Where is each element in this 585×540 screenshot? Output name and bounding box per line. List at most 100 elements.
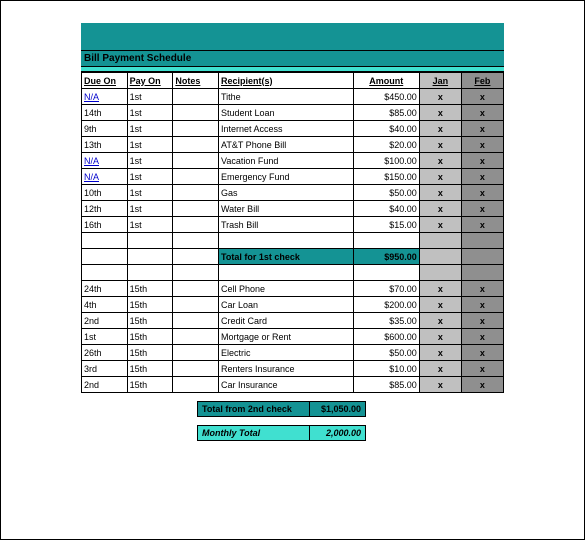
cell-feb: x xyxy=(461,313,503,329)
monthly-label: Monthly Total xyxy=(197,425,310,441)
cell-feb: x xyxy=(461,169,503,185)
cell-amount: $20.00 xyxy=(353,137,419,153)
cell-notes xyxy=(173,377,219,393)
cell-pay: 15th xyxy=(127,297,173,313)
table-row: 2nd15thCredit Card$35.00xx xyxy=(82,313,504,329)
cell-feb: x xyxy=(461,217,503,233)
cell-recipient: Car Insurance xyxy=(219,377,354,393)
table-row: 1st15thMortgage or Rent$600.00xx xyxy=(82,329,504,345)
cell-recipient: Student Loan xyxy=(219,105,354,121)
cell-notes xyxy=(173,185,219,201)
cell-notes xyxy=(173,297,219,313)
schedule-table: Due On Pay On Notes Recipient(s) Amount … xyxy=(81,72,504,393)
cell-notes xyxy=(173,201,219,217)
cell-notes xyxy=(173,137,219,153)
cell-jan: x xyxy=(419,137,461,153)
cell-amount: $85.00 xyxy=(353,105,419,121)
cell-notes xyxy=(173,217,219,233)
cell-amount: $50.00 xyxy=(353,185,419,201)
cell-feb: x xyxy=(461,121,503,137)
col-jan: Jan xyxy=(419,73,461,89)
cell-jan: x xyxy=(419,169,461,185)
header-row: Due On Pay On Notes Recipient(s) Amount … xyxy=(82,73,504,89)
cell-pay: 1st xyxy=(127,217,173,233)
cell-amount: $150.00 xyxy=(353,169,419,185)
cell-due: 1st xyxy=(82,329,128,345)
cell-recipient: Emergency Fund xyxy=(219,169,354,185)
cell-feb: x xyxy=(461,377,503,393)
subtotal1-amt: $950.00 xyxy=(353,249,419,265)
cell-recipient: Credit Card xyxy=(219,313,354,329)
col-notes: Notes xyxy=(173,73,219,89)
cell-due: 2nd xyxy=(82,377,128,393)
cell-amount: $85.00 xyxy=(353,377,419,393)
cell-jan: x xyxy=(419,89,461,105)
cell-feb: x xyxy=(461,297,503,313)
cell-pay: 15th xyxy=(127,377,173,393)
subtotal-2nd-box: Total from 2nd check $1,050.00 xyxy=(197,401,504,417)
page-title: Bill Payment Schedule xyxy=(84,53,191,64)
subtotal-1st: Total for 1st check $950.00 xyxy=(82,249,504,265)
cell-amount: $70.00 xyxy=(353,281,419,297)
cell-notes xyxy=(173,329,219,345)
cell-due: 13th xyxy=(82,137,128,153)
cell-jan: x xyxy=(419,377,461,393)
cell-recipient: Gas xyxy=(219,185,354,201)
cell-pay: 15th xyxy=(127,361,173,377)
cell-notes xyxy=(173,361,219,377)
cell-due[interactable]: N/A xyxy=(82,153,128,169)
cell-notes xyxy=(173,281,219,297)
cell-jan: x xyxy=(419,121,461,137)
cell-feb: x xyxy=(461,137,503,153)
cell-recipient: Water Bill xyxy=(219,201,354,217)
cell-amount: $10.00 xyxy=(353,361,419,377)
cell-jan: x xyxy=(419,185,461,201)
cell-notes xyxy=(173,105,219,121)
cell-recipient: AT&T Phone Bill xyxy=(219,137,354,153)
cell-due[interactable]: N/A xyxy=(82,89,128,105)
cell-feb: x xyxy=(461,89,503,105)
cell-amount: $450.00 xyxy=(353,89,419,105)
subtotal2-label: Total from 2nd check xyxy=(197,401,310,417)
cell-due: 10th xyxy=(82,185,128,201)
cell-jan: x xyxy=(419,313,461,329)
table-row: N/A1stVacation Fund$100.00xx xyxy=(82,153,504,169)
cell-recipient: Vacation Fund xyxy=(219,153,354,169)
cell-feb: x xyxy=(461,361,503,377)
table-row: 13th1stAT&T Phone Bill$20.00xx xyxy=(82,137,504,153)
table-row: 3rd15thRenters Insurance$10.00xx xyxy=(82,361,504,377)
table-row: 2nd15thCar Insurance$85.00xx xyxy=(82,377,504,393)
cell-notes xyxy=(173,153,219,169)
cell-due: 26th xyxy=(82,345,128,361)
cell-jan: x xyxy=(419,281,461,297)
cell-jan: x xyxy=(419,361,461,377)
cell-due: 24th xyxy=(82,281,128,297)
cell-due: 16th xyxy=(82,217,128,233)
table-row: 12th1stWater Bill$40.00xx xyxy=(82,201,504,217)
cell-jan: x xyxy=(419,345,461,361)
table-row: 24th15thCell Phone$70.00xx xyxy=(82,281,504,297)
cell-due: 3rd xyxy=(82,361,128,377)
cell-jan: x xyxy=(419,217,461,233)
cell-amount: $50.00 xyxy=(353,345,419,361)
cell-recipient: Internet Access xyxy=(219,121,354,137)
cell-feb: x xyxy=(461,105,503,121)
cell-feb: x xyxy=(461,329,503,345)
cell-jan: x xyxy=(419,105,461,121)
cell-due: 12th xyxy=(82,201,128,217)
cell-amount: $600.00 xyxy=(353,329,419,345)
col-due: Due On xyxy=(82,73,128,89)
header-bar xyxy=(81,23,504,51)
cell-due: 4th xyxy=(82,297,128,313)
title-row: Bill Payment Schedule xyxy=(81,51,504,67)
cell-notes xyxy=(173,89,219,105)
cell-jan: x xyxy=(419,201,461,217)
cell-due[interactable]: N/A xyxy=(82,169,128,185)
cell-jan: x xyxy=(419,329,461,345)
cell-feb: x xyxy=(461,281,503,297)
cell-recipient: Renters Insurance xyxy=(219,361,354,377)
table-row: N/A1stTithe$450.00xx xyxy=(82,89,504,105)
cell-pay: 1st xyxy=(127,185,173,201)
col-pay: Pay On xyxy=(127,73,173,89)
cell-amount: $100.00 xyxy=(353,153,419,169)
